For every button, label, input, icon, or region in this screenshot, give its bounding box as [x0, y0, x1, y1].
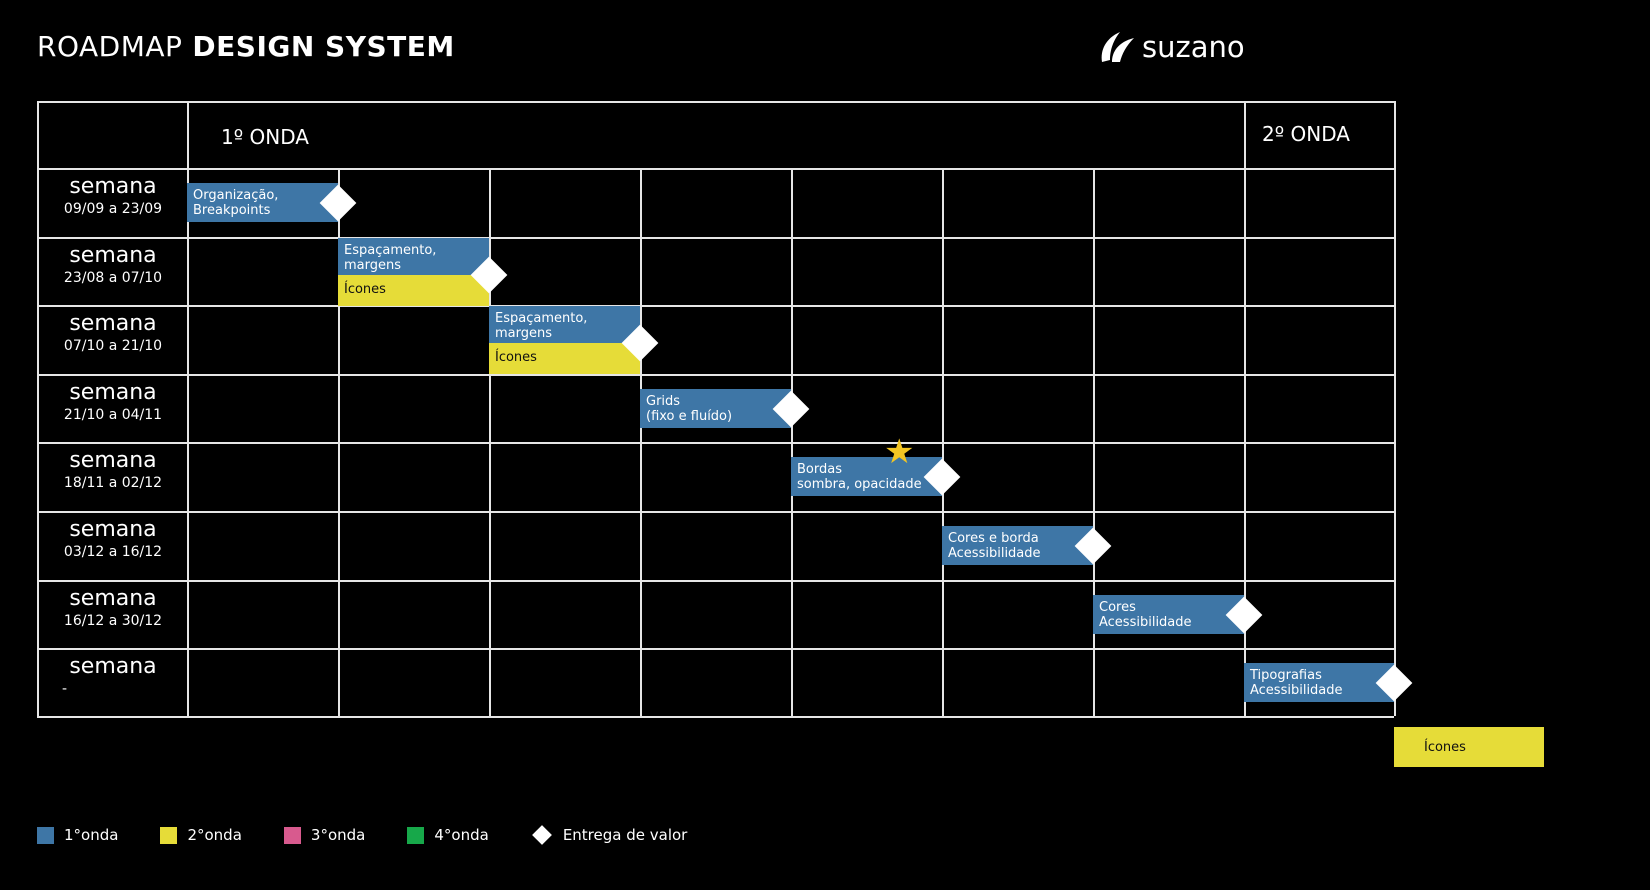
task-label: Bordas: [797, 462, 842, 477]
week-title: semana: [69, 654, 157, 679]
grid-row-line: [37, 511, 1394, 513]
week-range: -: [62, 681, 68, 697]
week-range: 18/11 a 02/12: [63, 475, 163, 491]
task-bar: Tipografias Acessibilidade: [1244, 663, 1394, 702]
legend-diamond-icon: [531, 825, 552, 845]
task-label: Ícones: [495, 350, 537, 365]
task-label: Acessibilidade: [948, 546, 1041, 561]
week-row-label: semana 21/10 a 04/11: [38, 381, 188, 425]
logo-text: suzano: [1142, 30, 1245, 64]
week-title: semana: [69, 243, 157, 268]
grid-row-line: [37, 374, 1394, 376]
legend-item: 4°onda: [407, 826, 489, 844]
task-label: Tipografias: [1250, 668, 1322, 683]
grid-row-line: [37, 305, 1394, 307]
task-bar: Grids (fixo e fluído): [640, 389, 791, 428]
task-label: Ícones: [1424, 740, 1466, 755]
week-range: 09/09 a 23/09: [63, 201, 163, 217]
task-bar: Espaçamento, margens: [489, 306, 640, 343]
task-bar: Cores e borda Acessibilidade: [942, 526, 1093, 565]
task-label: Ícones: [344, 282, 386, 297]
legend-label: 1°onda: [64, 826, 119, 844]
week-range: 21/10 a 04/11: [63, 407, 163, 423]
week-range: 03/12 a 16/12: [63, 544, 163, 560]
task-bar: Ícones: [489, 343, 640, 374]
title-bold: DESIGN SYSTEM: [192, 30, 455, 63]
task-label: Espaçamento,: [495, 311, 588, 326]
task-bar: Ícones: [338, 275, 489, 306]
week-title: semana: [69, 311, 157, 336]
week-range: 07/10 a 21/10: [63, 338, 163, 354]
page-title: ROADMAP DESIGN SYSTEM: [37, 30, 455, 63]
grid-row-line: [37, 168, 1394, 170]
task-label: Acessibilidade: [1250, 683, 1343, 698]
task-bar: Organização, Breakpoints: [187, 183, 338, 222]
task-label: margens: [344, 258, 402, 273]
legend-swatch: [160, 826, 178, 844]
task-label: Acessibilidade: [1099, 615, 1192, 630]
legend-label: Entrega de valor: [562, 826, 688, 844]
grid-col-line: [489, 168, 491, 716]
week-title: semana: [69, 174, 157, 199]
task-label: (fixo e fluído): [646, 409, 733, 424]
week-row-label: semana 07/10 a 21/10: [38, 312, 188, 356]
star-icon: ★: [884, 432, 915, 472]
grid-col-line: [942, 168, 944, 716]
grid-row-line: [37, 101, 1394, 103]
legend-label: 3°onda: [310, 826, 366, 844]
task-label: margens: [495, 326, 553, 341]
task-label: Cores: [1099, 600, 1136, 615]
grid-col-line: [1394, 101, 1396, 716]
grid-col-line: [791, 168, 793, 716]
task-bar: Ícones: [1394, 727, 1544, 767]
legend-item: Entrega de valor: [531, 825, 688, 845]
task-bar: Bordas sombra, opacidade: [791, 457, 942, 496]
grid-row-line: [1244, 716, 1394, 718]
week-title: semana: [69, 448, 157, 473]
wave-label-first: 1º ONDA: [221, 125, 309, 149]
task-label: Espaçamento,: [344, 243, 437, 258]
week-row-label: semana 09/09 a 23/09: [38, 175, 188, 219]
week-row-label: semana 16/12 a 30/12: [38, 587, 188, 631]
grid-row-line: [37, 442, 1394, 444]
legend: 1°onda 2°onda 3°onda 4°onda Entrega de valor: [37, 825, 729, 845]
legend-label: 4°onda: [434, 826, 489, 844]
week-title: semana: [69, 517, 157, 542]
legend-item: 1°onda: [37, 826, 118, 844]
task-label: Grids: [646, 394, 681, 409]
leaf-icon: [1101, 32, 1134, 62]
week-range: 23/08 a 07/10: [63, 270, 163, 286]
week-title: semana: [69, 586, 157, 611]
week-row-label: semana 03/12 a 16/12: [38, 518, 188, 562]
suzano-logo: suzano: [1098, 30, 1245, 64]
legend-label: 2°onda: [187, 826, 242, 844]
legend-swatch: [283, 826, 301, 844]
week-range: 16/12 a 30/12: [63, 613, 163, 629]
legend-swatch: [407, 826, 425, 844]
wave-label-second: 2º ONDA: [1262, 122, 1350, 146]
task-label: Organização,: [193, 188, 279, 203]
grid-row-line: [37, 580, 1394, 582]
task-bar: Cores Acessibilidade: [1093, 595, 1244, 634]
week-row-label: semana -: [38, 655, 188, 699]
task-label: Breakpoints: [193, 203, 271, 218]
grid-row-line: [37, 716, 1244, 718]
grid-row-line: [37, 648, 1394, 650]
grid-col-line: [640, 168, 642, 716]
task-bar: Espaçamento, margens: [338, 238, 489, 275]
week-title: semana: [69, 380, 157, 405]
task-label: sombra, opacidade: [797, 477, 922, 492]
legend-swatch: [37, 826, 54, 844]
legend-item: 3°onda: [283, 826, 366, 844]
grid-row-line: [37, 237, 1394, 239]
legend-item: 2°onda: [160, 826, 242, 844]
week-row-label: semana 23/08 a 07/10: [38, 244, 188, 288]
week-row-label: semana 18/11 a 02/12: [38, 449, 188, 493]
title-light: ROADMAP: [37, 30, 183, 63]
task-label: Cores e borda: [948, 531, 1039, 546]
